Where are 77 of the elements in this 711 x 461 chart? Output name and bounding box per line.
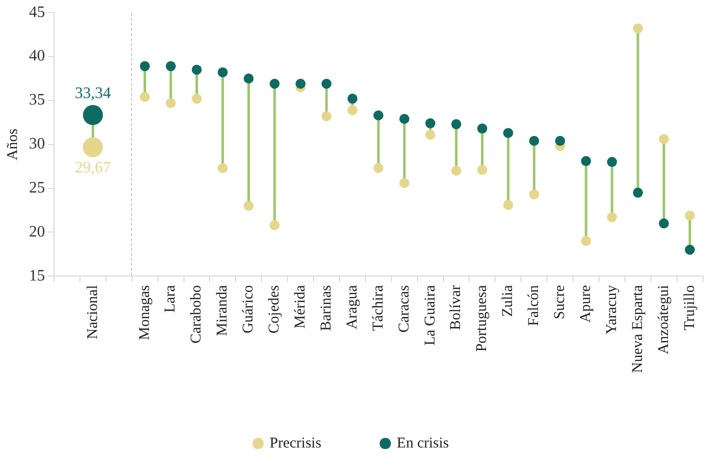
point bbox=[581, 236, 592, 246]
y-tick-label: 40 bbox=[29, 48, 45, 65]
x-tick-label: Zulia bbox=[500, 284, 516, 317]
point bbox=[373, 163, 384, 174]
point bbox=[477, 164, 488, 175]
x-tick-label: Sucre bbox=[552, 284, 568, 320]
point bbox=[606, 156, 617, 167]
point bbox=[322, 78, 332, 89]
x-tick-label: Portuguesa bbox=[474, 284, 490, 352]
x-tick-label: Mérida bbox=[292, 284, 308, 328]
x-tick-label: Aragua bbox=[344, 284, 360, 330]
point bbox=[192, 94, 202, 104]
point bbox=[581, 156, 592, 166]
point bbox=[192, 64, 202, 75]
point bbox=[503, 128, 514, 138]
x-tick-label: Caracas bbox=[396, 284, 412, 333]
y-tick-label: 25 bbox=[29, 179, 45, 196]
point bbox=[425, 118, 436, 128]
point bbox=[529, 136, 540, 146]
point bbox=[244, 73, 254, 84]
data-label: 29,67 bbox=[74, 159, 111, 176]
point bbox=[218, 67, 228, 78]
point bbox=[244, 200, 254, 211]
x-tick-label: Nacional bbox=[84, 285, 101, 340]
x-tick-label: Apure bbox=[578, 284, 594, 323]
x-tick-label: Barinas bbox=[318, 284, 334, 331]
x-tick-label: Guárico bbox=[240, 285, 257, 334]
point bbox=[296, 78, 306, 89]
y-tick-label: 35 bbox=[29, 92, 45, 109]
point bbox=[399, 178, 410, 188]
y-tick-label: 30 bbox=[29, 136, 45, 153]
point bbox=[529, 189, 540, 200]
y-tick-label: 45 bbox=[29, 4, 45, 21]
point bbox=[270, 220, 280, 230]
point bbox=[425, 130, 436, 140]
point bbox=[684, 210, 695, 221]
x-tick-label: Lara bbox=[162, 284, 179, 313]
x-tick-label: Nueva Esparta bbox=[630, 284, 646, 374]
point bbox=[658, 218, 669, 228]
y-tick-label: 15 bbox=[29, 267, 45, 284]
point bbox=[555, 136, 566, 146]
point bbox=[399, 114, 410, 124]
x-tick-label: Yaracuy bbox=[604, 284, 620, 334]
data-label: 33,34 bbox=[74, 85, 111, 102]
x-tick-label: Cojedes bbox=[266, 284, 283, 334]
x-tick-label: Falcón bbox=[526, 284, 542, 326]
y-axis-title: Años bbox=[4, 128, 21, 160]
point bbox=[451, 166, 462, 176]
x-tick-label: Trujillo bbox=[682, 285, 698, 330]
y-tick-label: 20 bbox=[29, 223, 45, 240]
point bbox=[632, 188, 643, 198]
point bbox=[503, 200, 514, 210]
x-tick-label: Bolívar bbox=[448, 285, 464, 330]
point bbox=[347, 94, 358, 104]
x-tick-label: Anzoátegui bbox=[656, 285, 672, 354]
point bbox=[140, 61, 150, 72]
point bbox=[373, 110, 384, 120]
point bbox=[684, 244, 695, 255]
point bbox=[218, 163, 228, 174]
point bbox=[270, 78, 280, 89]
point bbox=[140, 92, 150, 102]
point bbox=[658, 134, 669, 144]
point bbox=[166, 98, 176, 108]
x-tick-label: Táchira bbox=[370, 284, 386, 331]
legend-label: En crisis bbox=[396, 435, 450, 452]
x-tick-label: La Guaira bbox=[422, 284, 438, 346]
point bbox=[606, 212, 617, 222]
point bbox=[347, 105, 358, 116]
x-tick-label: Miranda bbox=[214, 284, 231, 336]
point bbox=[451, 119, 462, 130]
x-tick-label: Monagas bbox=[136, 284, 153, 340]
point bbox=[632, 23, 643, 34]
point bbox=[477, 124, 488, 134]
point bbox=[166, 61, 176, 72]
x-tick-label: Carabobo bbox=[188, 285, 205, 344]
legend-label: Precrisis bbox=[270, 435, 322, 452]
point bbox=[322, 111, 332, 122]
